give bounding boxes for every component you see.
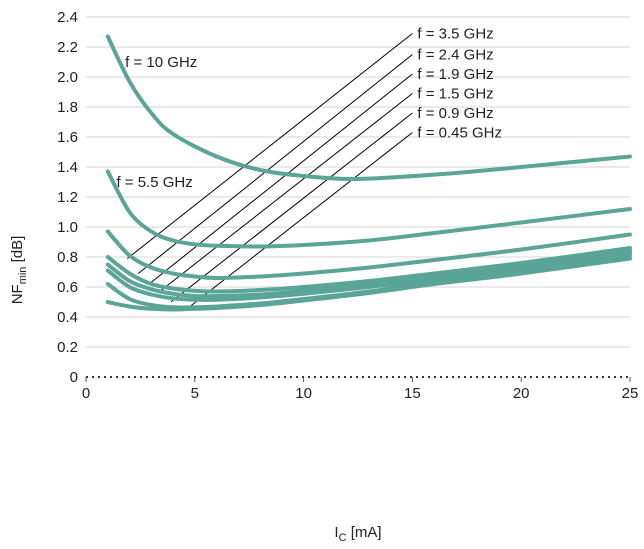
x-tick-label: 5 bbox=[191, 385, 199, 402]
y-tick-labels: 0 0.2 0.4 0.6 0.8 1.0 1.2 1.4 1.6 1.8 2.0 2.2 2.4 bbox=[57, 9, 78, 386]
y-tick-label: 1.2 bbox=[57, 189, 78, 206]
series-curves bbox=[105, 34, 632, 312]
x-tick-label: 15 bbox=[404, 385, 421, 402]
y-tick-label: 1.4 bbox=[57, 159, 78, 176]
inline-series-label: f = 10 GHz bbox=[125, 54, 197, 71]
x-axis-title: IC [mA] bbox=[334, 524, 381, 544]
series-line bbox=[105, 169, 632, 249]
y-tick-label: 0.6 bbox=[57, 279, 78, 296]
y-tick-label: 1.6 bbox=[57, 129, 78, 146]
y-tick-label: 2.4 bbox=[57, 9, 78, 26]
series-line bbox=[105, 34, 632, 182]
y-tick-label: 1.0 bbox=[57, 219, 78, 236]
y-tick-label: 0.8 bbox=[57, 249, 78, 266]
x-baseline bbox=[85, 376, 631, 382]
grid-lines bbox=[86, 16, 630, 348]
leader-line bbox=[170, 112, 413, 303]
annotations: f = 10 GHz f = 5.5 GHz f = 3.5 GHz f = 2.4 … bbox=[116, 26, 502, 192]
series-legend-label: f = 0.45 GHz bbox=[417, 125, 502, 142]
series-legend-label: f = 3.5 GHz bbox=[417, 26, 493, 43]
leader-lines bbox=[127, 33, 413, 310]
series-line bbox=[105, 249, 632, 299]
series-line bbox=[105, 246, 632, 294]
leader-line bbox=[157, 93, 413, 294]
x-tick-labels: 0 5 10 15 20 25 bbox=[82, 385, 639, 402]
series-legend-label: f = 1.5 GHz bbox=[417, 86, 493, 103]
series-line bbox=[105, 250, 632, 302]
x-tick-label: 0 bbox=[82, 385, 90, 402]
leader-line bbox=[148, 73, 413, 285]
series-line bbox=[105, 256, 632, 312]
x-tick-label: 25 bbox=[622, 385, 639, 402]
y-tick-label: 0.4 bbox=[57, 309, 78, 326]
x-tick-label: 20 bbox=[513, 385, 530, 402]
leader-line bbox=[127, 33, 413, 259]
y-tick-label: 1.8 bbox=[57, 99, 78, 116]
y-axis-title: NFmin [dB] bbox=[9, 236, 29, 305]
series-legend-label: f = 1.9 GHz bbox=[417, 66, 493, 83]
leader-line bbox=[185, 132, 413, 310]
y-tick-label: 2.0 bbox=[57, 69, 78, 86]
x-tick-label: 10 bbox=[295, 385, 312, 402]
series-legend-label: f = 2.4 GHz bbox=[417, 47, 493, 64]
leader-line bbox=[137, 54, 413, 274]
series-legend-label: f = 0.9 GHz bbox=[417, 105, 493, 122]
y-tick-label: 2.2 bbox=[57, 39, 78, 56]
y-tick-label: 0.2 bbox=[57, 339, 78, 356]
inline-series-label: f = 5.5 GHz bbox=[116, 174, 192, 191]
series-line bbox=[105, 229, 632, 280]
y-tick-label: 0 bbox=[70, 369, 78, 386]
